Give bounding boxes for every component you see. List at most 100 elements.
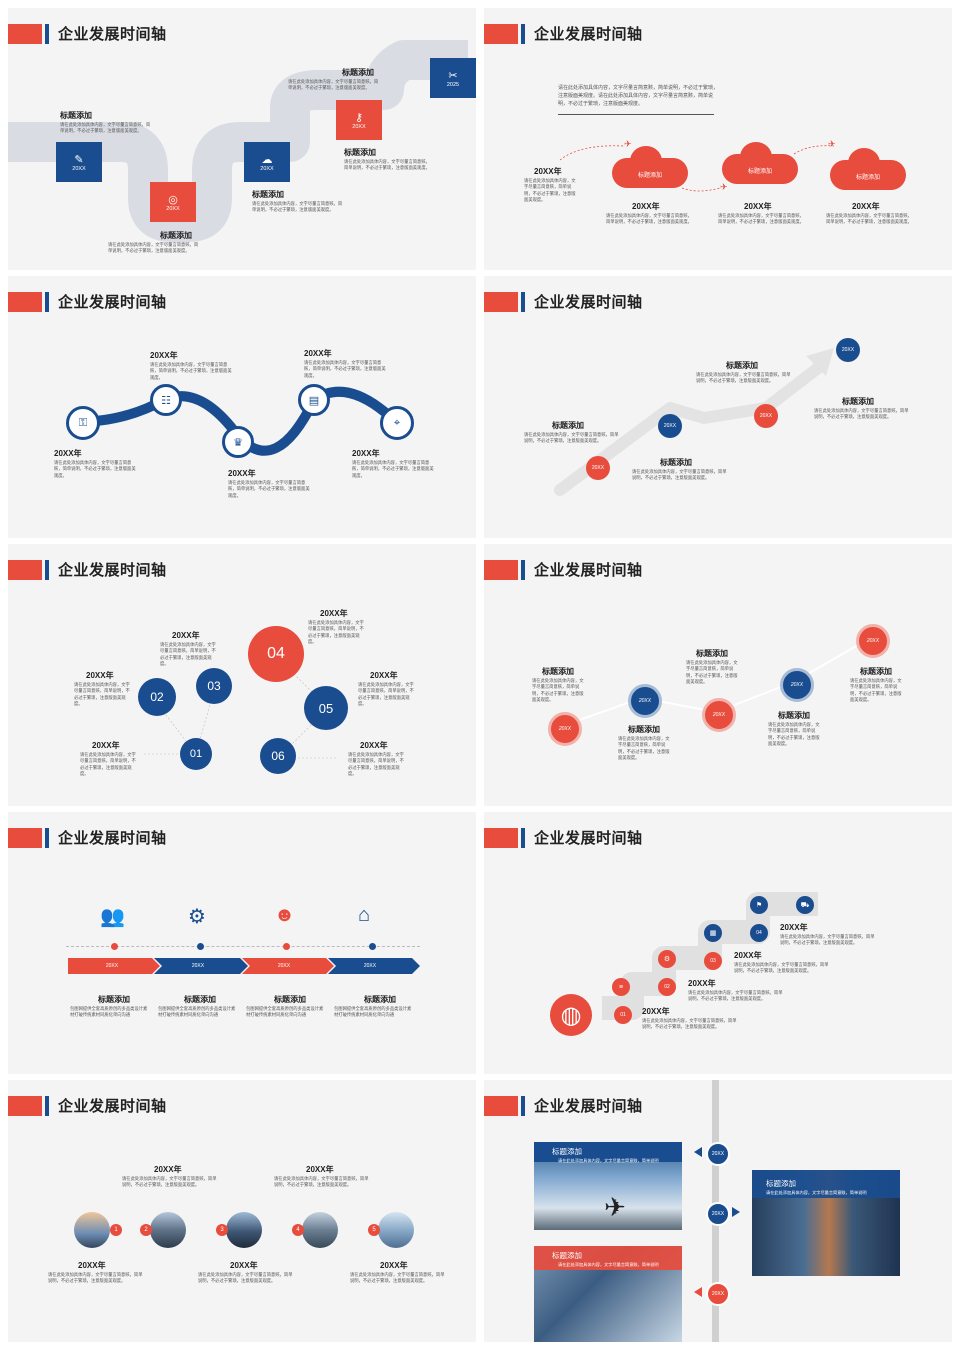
item-desc: 请在此处添加具体内容，文字尽量言简意赅，简单说明，不必过于繁琐，注意版面美观度。: [734, 962, 829, 974]
caption-bar-red: [534, 1246, 682, 1270]
milestone-dot: 20XX: [780, 668, 814, 702]
item-desc: 请在此处添加具体内容，文字尽量言简意赅，简单说明，不必过于繁琐，注意版面美观度。: [350, 1272, 445, 1284]
year-label: 20XX年: [230, 1261, 258, 1270]
year-label: 20XX年: [744, 202, 772, 211]
timeline-dot: [197, 943, 204, 950]
milestone-year: 20XX: [352, 123, 366, 130]
slide-title: 企业发展时间轴: [58, 1098, 167, 1115]
edit-icon: ✎: [74, 153, 84, 166]
band-year: 20XX: [277, 963, 291, 969]
header-accent-red: [484, 24, 518, 44]
band-year: 20XX: [191, 963, 205, 969]
slide-title: 企业发展时间轴: [58, 562, 167, 579]
milestone-dot: 20XX: [628, 684, 662, 718]
year-label: 20XX年: [370, 671, 398, 680]
year-label: 20XX年: [852, 202, 880, 211]
year-label: 20XX年: [360, 741, 388, 750]
intro-divider: [558, 114, 714, 115]
house-fire-icon: ⌂: [358, 904, 371, 926]
item-desc: 请在此处添加具体内容，文字尽量言简意赅，简单说明，不必过于繁琐，注意版面美观度。: [618, 736, 670, 761]
timeline-node: 20XX: [706, 1282, 730, 1306]
milestone-box-5: ✂ 2025: [430, 58, 476, 98]
milestone-box-4: ⚷ 20XX: [336, 100, 382, 140]
item-desc: 请在此处添加具体内容，文字尽量言简意赅，简单说明，不必过于繁琐，注意版面美观度。: [780, 934, 875, 946]
timeline-dot: [283, 943, 290, 950]
header-accent-blue: [45, 828, 49, 848]
item-desc: 请在此处添加具体内容，文字尽量言简意赅，简单说明，不必过于繁琐，注意版面美观度。: [826, 213, 912, 225]
timeline-node: 20XX: [706, 1142, 730, 1166]
slide-1: 企业发展时间轴 ✎ 20XX ◎ 20XX ☁ 20XX ⚷ 20XX ✂ 20…: [8, 8, 476, 270]
item-desc: 请在此处添加具体内容，文字尽量言简意赅，简单说明，不必过于繁琐，注意版面美观度。: [688, 990, 783, 1002]
wave-path-graphic: [8, 40, 468, 242]
milestone-dot: 20XX: [836, 338, 860, 362]
item-desc: 请在此处添加具体内容，文字尽量言简意赅，简单说明，不必过于繁琐，注意版面美观度。: [524, 432, 619, 444]
year-label: 20XX年: [688, 979, 716, 988]
item-title: 标题添加: [160, 231, 192, 240]
item-desc: 请在此处添加具体内容，文字尽量言简意赅，简单说明，不必过于繁琐，注意版面美观度。: [686, 660, 738, 685]
milestone-dot: 20XX: [856, 624, 890, 658]
header-accent-red: [484, 828, 518, 848]
number-circle: 02: [658, 978, 676, 996]
item-desc: 请在此处添加具体内容，文字尽量言简意赅，简单说明，不必过于繁琐，注意版面美观度。: [54, 460, 136, 478]
item-desc: 请在此处添加具体内容，文字尽量言简意赅，简单说明，不必过于繁琐，注意版面美观度。: [642, 1018, 737, 1030]
milestone-dot: 20XX: [702, 698, 736, 732]
intro-text: 请在此处添加具体内容，文字尽量言简意赅，简单说明，不必过于繁琐，注意版面美观度。…: [558, 85, 719, 107]
item-desc: 请在此处添加具体内容，文字尽量言简意赅，简单说明，不必过于繁琐，注意版面美观度。: [60, 122, 151, 134]
item-desc: 包图网提供全套高质原创的多品类设计素材打破传统素材同质化单向沟通: [334, 1006, 412, 1018]
item-desc: 请在此处添加具体内容，文字尽量言简意赅，简单说明，不必过于繁琐，注意版面美观度。: [80, 752, 136, 777]
filter-icon: ⚙: [658, 950, 676, 968]
header-accent-blue: [521, 1096, 525, 1116]
item-title: 标题添加: [60, 111, 92, 120]
item-title: 标题添加: [842, 397, 874, 406]
cloud-puff: [740, 142, 772, 172]
slide-title: 企业发展时间轴: [534, 830, 643, 847]
photo-desc: 请在此处添加具体内容，文字尽量言简意赅，简单说明: [766, 1190, 867, 1195]
number-circle: 05: [304, 686, 348, 730]
slide-title: 企业发展时间轴: [534, 26, 643, 43]
photo-title: 标题添加: [552, 1147, 582, 1156]
milestone-dot: 20XX: [548, 712, 582, 746]
item-title: 标题添加: [252, 190, 284, 199]
band-year: 20XX: [105, 963, 119, 969]
year-label: 20XX年: [154, 1165, 182, 1174]
header-accent-blue: [45, 560, 49, 580]
number-circle: 03: [704, 952, 722, 970]
item-desc: 请在此处添加具体内容，文字尽量言简意赅，简单说明，不必过于繁琐，注意版面美观度。: [718, 213, 804, 225]
photo-circle: [226, 1212, 262, 1248]
photo-desc: 请在此处添加具体内容，文字尽量言简意赅，简单说明: [558, 1262, 659, 1267]
item-desc: 请在此处添加具体内容，文字尽量言简意赅，简单说明，不必过于繁琐，注意版面美观度。: [814, 408, 909, 420]
pointer-triangles: [694, 1147, 740, 1297]
slide-2: 企业发展时间轴 请在此处添加具体内容，文字尽量言简意赅，简单说明，不必过于繁琐，…: [484, 8, 952, 270]
milestone-year: 20XX: [72, 165, 86, 172]
number-circle: 03: [196, 668, 232, 704]
year-label: 20XX年: [780, 923, 808, 932]
connector-lines: [144, 647, 338, 759]
presenter-icon: ☻: [274, 904, 296, 926]
caption-bar-blue: [752, 1170, 900, 1198]
year-label: 20XX年: [92, 741, 120, 750]
slide-title: 企业发展时间轴: [534, 562, 643, 579]
header-accent-red: [484, 560, 518, 580]
item-desc: 请在此处添加具体内容，文字尽量言简意赅，简单说明，不必过于繁琐，注意版面美观度。: [198, 1272, 293, 1284]
cloud-label: 标题添加: [855, 175, 880, 181]
item-desc: 请在此处添加具体内容，文字尽量言简意赅，简单说明，不必过于繁琐，注意版面美观度。: [228, 480, 310, 498]
truck-icon: ⛟: [796, 896, 814, 914]
header-accent-red: [484, 292, 518, 312]
number-circle: 06: [260, 738, 296, 774]
number-circle: 02: [138, 678, 176, 716]
dotted-timeline: [66, 946, 420, 947]
milestone-box-2: ◎ 20XX: [150, 182, 196, 222]
item-desc: 请在此处添加具体内容，文字尽量言简意赅，简单说明，不必过于繁琐，注意版面美观度。: [532, 678, 584, 703]
item-title: 标题添加: [552, 421, 584, 430]
number-circle: 04: [750, 924, 768, 942]
timeline-dot: [111, 943, 118, 950]
year-label: 20XX年: [54, 449, 82, 458]
item-title: 标题添加: [342, 68, 374, 77]
year-label: 20XX年: [642, 1007, 670, 1016]
header-accent-red: [8, 828, 42, 848]
item-desc: 请在此处添加具体内容，文字尽量言简意赅，简单说明，不必过于繁琐，注意版面美观度。: [696, 372, 791, 384]
photo-desc: 请在此处添加具体内容，文字尽量言简意赅，简单说明: [558, 1158, 659, 1163]
item-title: 标题添加: [274, 995, 306, 1004]
gears-icon: ⚙: [188, 906, 206, 928]
slide-10: 企业发展时间轴 标题添加 请在此处添加具体内容，文字尽量言简意赅，简单说明 ✈ …: [484, 1080, 952, 1342]
